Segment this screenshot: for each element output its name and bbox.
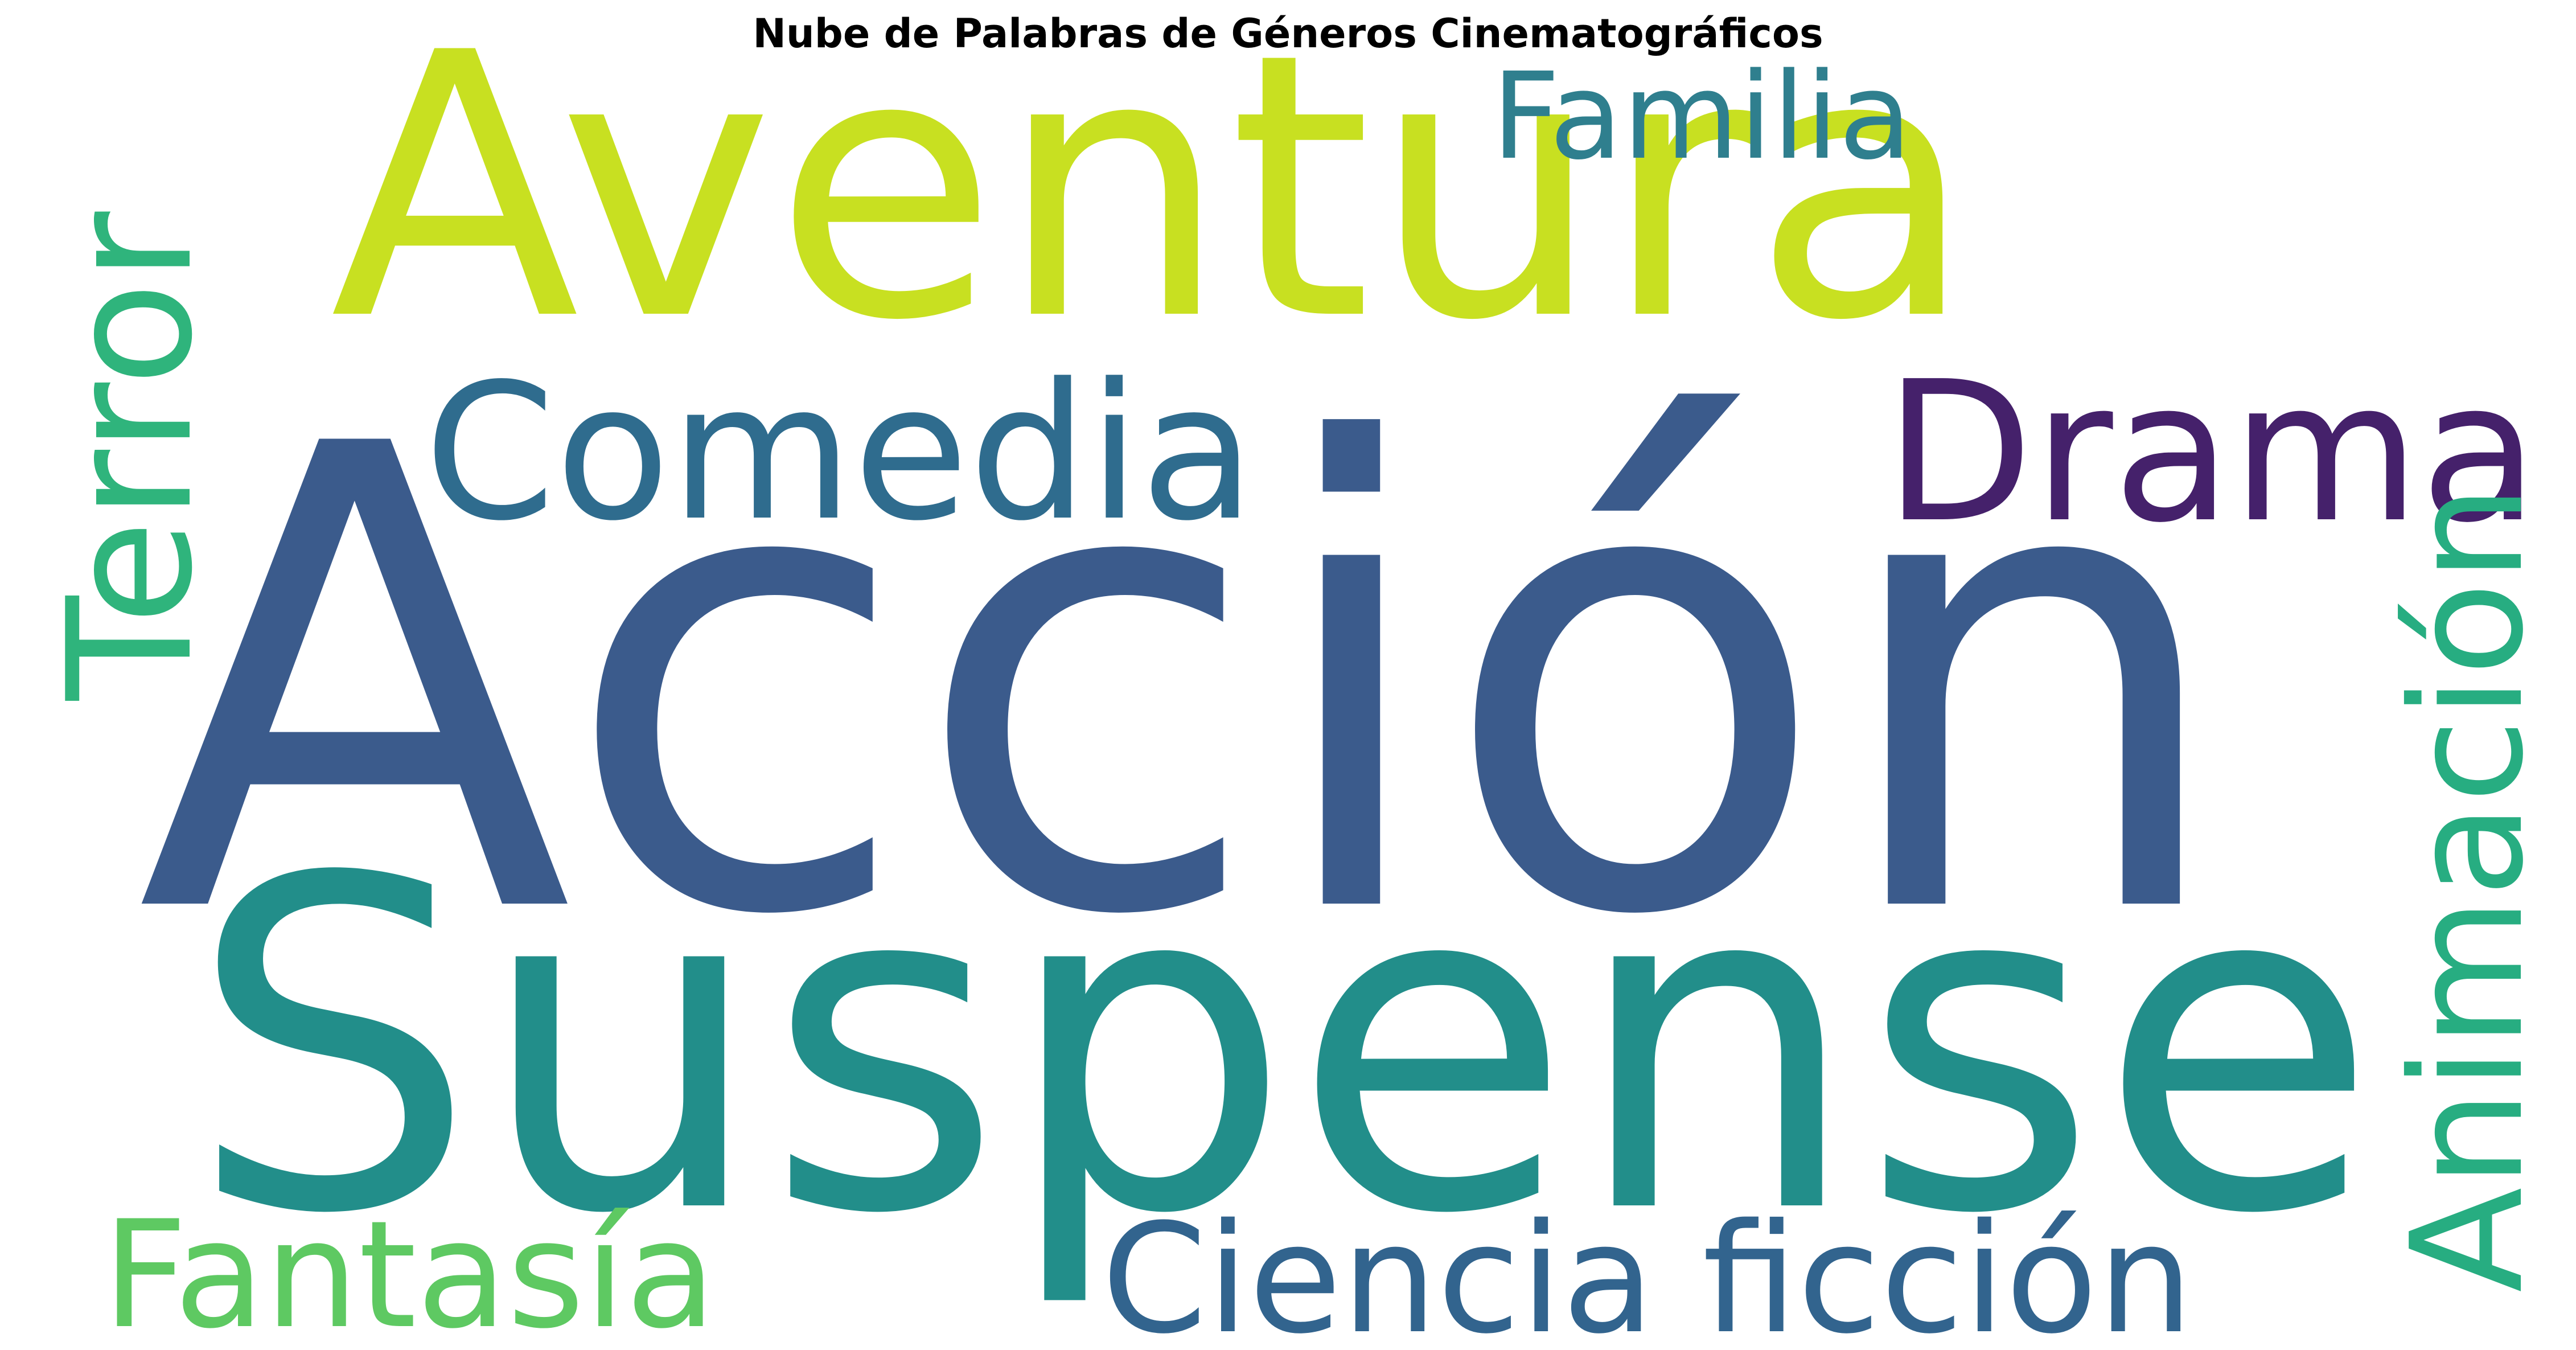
word-suspense: Suspense	[188, 782, 2378, 1313]
chart-title: Nube de Palabras de Géneros Cinematográf…	[753, 10, 1823, 57]
word-comedia: Comedia	[424, 343, 1256, 562]
word-fantasia: Fantasía	[102, 1189, 717, 1350]
word-ciencia-ficcion: Ciencia ficción	[1102, 1192, 2193, 1350]
word-familia: Familia	[1492, 47, 1912, 186]
word-animacion: Animación	[2378, 484, 2557, 1292]
word-aventura: Aventura	[330, 0, 1976, 400]
word-accion: Acción	[137, 312, 2234, 1054]
word-drama: Drama	[1884, 340, 2539, 565]
